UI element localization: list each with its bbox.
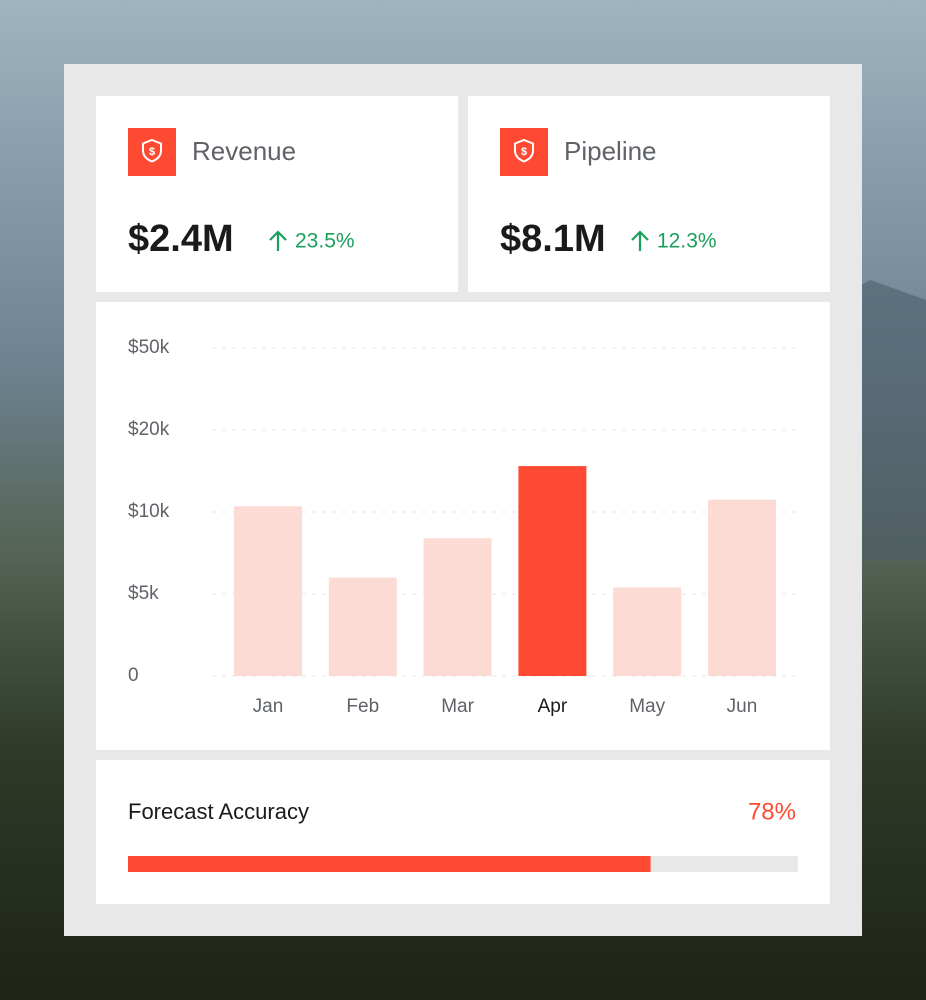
- kpi-change: 12.3%: [657, 230, 717, 253]
- y-tick-label: $20k: [128, 419, 170, 440]
- shield: [142, 138, 162, 163]
- progress-bar: [128, 856, 651, 872]
- up-arrow: [269, 230, 287, 251]
- x-tick-label: Jun: [727, 696, 758, 717]
- y-tick-label: $10k: [128, 501, 170, 522]
- kpi-value: $8.1M: [500, 218, 606, 260]
- kpi-change: 23.5%: [295, 230, 355, 253]
- bar: [234, 506, 302, 676]
- bar: [613, 587, 682, 676]
- x-tick-label: Mar: [441, 696, 474, 717]
- icon: [500, 128, 548, 176]
- card: [468, 96, 830, 292]
- x-tick-label: May: [629, 696, 665, 717]
- dollar: $: [149, 146, 155, 158]
- kpi-value: $2.4M: [128, 218, 234, 260]
- kpi-card: $ Pipeline $8.1M 12.3%: [468, 96, 830, 292]
- icon: [128, 128, 176, 176]
- forecast-value: 78%: [748, 798, 796, 825]
- kpi-title: Revenue: [192, 136, 296, 166]
- shield: [514, 138, 534, 163]
- bar: [518, 466, 587, 676]
- forecast-card: Forecast Accuracy 78%: [96, 760, 830, 904]
- kpi-title: Pipeline: [564, 136, 657, 166]
- bar: [328, 577, 397, 676]
- y-tick-label: $5k: [128, 583, 159, 604]
- x-tick-label: Apr: [538, 696, 568, 717]
- x-tick-label: Jan: [253, 696, 284, 717]
- bar: [708, 499, 776, 676]
- kpi-card: $ Revenue $2.4M 23.5%: [96, 96, 458, 292]
- card: [96, 96, 458, 292]
- y-tick-label: $50k: [128, 337, 170, 358]
- bar: [423, 538, 492, 676]
- up-arrow: [631, 230, 649, 251]
- x-tick-label: Feb: [346, 696, 379, 717]
- card: [96, 760, 830, 904]
- forecast-label: Forecast Accuracy: [128, 799, 309, 824]
- dollar: $: [521, 146, 527, 158]
- chart: 0 $5k $10k $20k $50k Jan Feb Mar Apr May Jun: [128, 337, 798, 717]
- y-tick-label: 0: [128, 665, 139, 686]
